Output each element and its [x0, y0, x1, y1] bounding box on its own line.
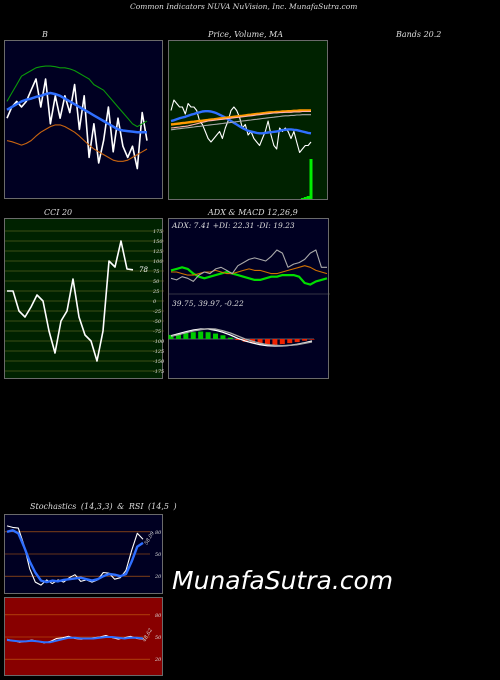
cci-tick-label: -25 [153, 309, 161, 315]
stoch-tick-label: 20 [154, 574, 162, 580]
price-series-2 [170, 109, 311, 126]
stochastics-rsi-title: Stochastics (14,3,3) & RSI (14,5 ) [30, 502, 177, 511]
cci-tick-label: 75 [153, 269, 159, 275]
cci-tick-label: -125 [153, 349, 164, 355]
rsi-tick-label: 80 [155, 613, 162, 619]
cci-title: CCI 20 [44, 208, 73, 217]
cci-tick-label: 175 [153, 229, 163, 235]
macd-histogram-bar [183, 332, 189, 339]
price-ma-panel [168, 40, 328, 200]
cci-svg: 175 150 125 100 75 50 25 0 -25 -50 -75 -100 -125 -150… [5, 229, 165, 375]
cci-panel: 175 150 125 100 75 50 25 0 -25 -50 -75 -100 -125 -150… [4, 218, 165, 379]
cci-tick-label: 150 [153, 239, 163, 245]
macd-histogram-bar [220, 335, 226, 339]
macd-histogram-bar [227, 337, 233, 339]
cci-current-label: 78 [139, 266, 148, 274]
macd-histogram-bar [302, 339, 308, 341]
adx-values-label: ADX: 7.41 +DI: 22.31 -DI: 19.23 [172, 221, 295, 230]
stoch-series-1 [6, 529, 144, 584]
rsi-panel: 80 50 20 48.62 [4, 597, 163, 676]
cci-tick-label: -75 [153, 329, 161, 335]
adx-series-0 [170, 266, 328, 286]
macd-histogram-bar [168, 334, 174, 339]
cci-line-0 [7, 240, 134, 362]
bollinger-svg [6, 65, 148, 170]
macd-histogram-bar [309, 339, 315, 340]
bollinger-series-0 [6, 78, 148, 170]
stoch-tick-label: 50 [155, 552, 162, 558]
cci-tick-label: -100 [153, 339, 165, 345]
macd-histogram-bar [272, 339, 278, 346]
bollinger-panel [4, 40, 163, 199]
rsi-current-label: 48.62 [141, 628, 154, 644]
price-series-3 [170, 110, 311, 129]
macd-histogram-bar [264, 339, 270, 346]
macd-series-1 [170, 328, 313, 347]
macd-histogram-bar [279, 339, 285, 345]
macd-histogram-bar [205, 332, 211, 339]
macd-histogram-bar [175, 333, 181, 339]
price-series-4 [170, 114, 311, 131]
stoch-series-0 [6, 525, 144, 586]
bands-title: Bands 20.2 [396, 30, 442, 39]
macd-histogram-bar [235, 339, 241, 341]
bollinger-series-1 [6, 91, 147, 134]
cci-tick-label: 50 [153, 279, 160, 285]
macd-histogram-bar [190, 332, 196, 339]
cci-tick-label: 125 [153, 249, 163, 255]
volume-bar [300, 198, 304, 199]
macd-histogram-bar [198, 331, 204, 339]
stoch-tick-label: 80 [155, 530, 162, 536]
volume-bar [303, 197, 307, 199]
price-series-1 [170, 109, 312, 135]
cci-tick-label: 0 [153, 299, 157, 305]
page-title: Common Indicators NUVA NuVision, Inc. Mu… [130, 2, 358, 11]
cci-tick-label: 100 [153, 259, 163, 265]
macd-histogram-bar [213, 333, 219, 339]
rsi-tick-label: 20 [154, 657, 162, 663]
rsi-svg: 80 50 20 48.62 [5, 613, 162, 663]
brand-watermark: MunafaSutra.com [172, 566, 394, 595]
volume-bar [306, 196, 310, 199]
bollinger-series-3 [6, 124, 148, 162]
cci-tick-label: 25 [152, 289, 159, 295]
rsi-series-1 [6, 636, 144, 644]
price-ma-title: Price, Volume, MA [208, 30, 284, 39]
cci-tick-label: -50 [153, 319, 162, 325]
macd-values-label: 39.75, 39.97, -0.22 [172, 299, 244, 308]
cci-tick-label: -150 [153, 359, 165, 365]
price-ma-svg [170, 99, 313, 199]
volume-bar [309, 159, 313, 199]
adx-macd-panel: ADX: 7.41 +DI: 22.31 -DI: 19.23 39.75, 3… [168, 218, 330, 379]
macd-histogram-bar [294, 339, 300, 343]
macd-histogram-bar [257, 339, 263, 345]
price-series-0 [170, 99, 312, 154]
bollinger-title: B [42, 30, 48, 39]
adx-series-2 [170, 249, 327, 282]
adx-macd-svg [168, 249, 330, 347]
macd-histogram-bar [287, 339, 293, 344]
adx-macd-title: ADX & MACD 12,26,9 [208, 208, 298, 217]
stochastics-panel: 80 50 20 58.09 [4, 514, 163, 594]
bollinger-series-2 [6, 65, 148, 128]
cci-tick-label: -175 [153, 369, 164, 375]
adx-series-1 [171, 265, 328, 276]
rsi-tick-label: 50 [155, 635, 162, 641]
